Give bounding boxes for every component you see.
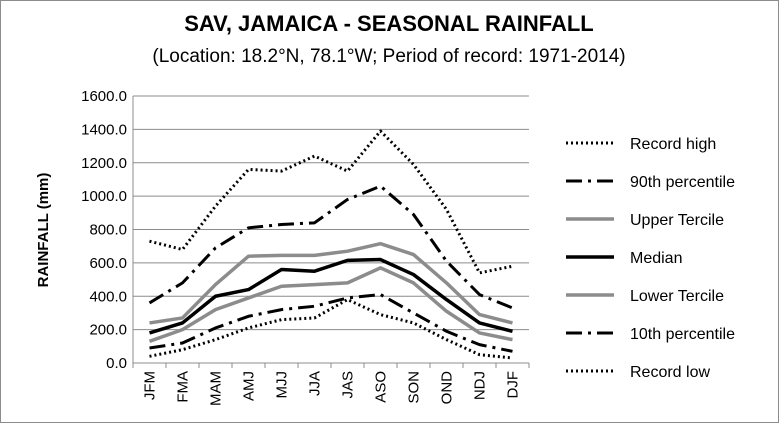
x-tick-label: MAM (208, 371, 225, 406)
y-tick-label: 600.0 (89, 255, 127, 272)
x-tick-label: SON (406, 371, 423, 404)
y-tick-label: 200.0 (89, 322, 127, 339)
series-line-10th-percentile (149, 293, 513, 353)
x-tick-label: JFM (142, 371, 159, 400)
y-tick-label: 1400.0 (81, 121, 127, 138)
legend-label: Record low (630, 364, 710, 381)
legend-label: 10th percentile (630, 326, 735, 343)
x-tick-label: AMJ (241, 371, 258, 401)
x-tick-label: NDJ (472, 371, 489, 400)
y-tick-label: 1200.0 (81, 155, 127, 172)
x-tick-label: FMA (175, 371, 192, 403)
legend-label: Upper Tercile (630, 212, 724, 229)
y-tick-label: 0.0 (106, 355, 127, 372)
y-tick-label: 800.0 (89, 222, 127, 239)
y-tick-label: 1600.0 (81, 88, 127, 105)
series-line-upper-tercile (149, 241, 513, 325)
x-tick-label: JAS (340, 371, 357, 399)
series-line-90th-percentile (148, 184, 514, 310)
series-line-median (148, 257, 513, 335)
y-axis-label: RAINFALL (mm) (35, 173, 52, 288)
x-tick-label: MJJ (274, 371, 291, 399)
chart-title: SAV, JAMAICA - SEASONAL RAINFALL (184, 11, 593, 36)
x-tick-labels: JFM FMA MAM AMJ MJJ JJA JAS ASO SON OND NDJ DJF (142, 371, 522, 406)
y-tick-label: 400.0 (89, 288, 127, 305)
legend-label: Record high (630, 136, 716, 153)
x-tick-label: ASO (373, 371, 390, 403)
x-tick-label: DJF (505, 371, 522, 399)
legend-label: Lower Tercile (630, 288, 724, 305)
legend-label: Median (630, 250, 682, 267)
legend: Record high 90th percentile Upper Tercile M… (566, 136, 735, 381)
series-lines (148, 129, 514, 360)
legend-label: 90th percentile (630, 174, 735, 191)
y-tick-labels: 0.0 200.0 400.0 600.0 800.0 1000.0 1200.0 1400.… (81, 88, 127, 372)
x-tick-label: OND (439, 371, 456, 405)
series-line-record-high (149, 129, 513, 275)
x-tick-label: JJA (307, 371, 324, 396)
y-tick-label: 1000.0 (81, 188, 127, 205)
chart-subtitle: (Location: 18.2°N, 78.1°W; Period of rec… (152, 46, 625, 67)
series-line-lower-tercile (148, 266, 513, 343)
gridlines (133, 95, 529, 364)
axes (132, 96, 530, 368)
series-line-record-low (149, 298, 513, 360)
